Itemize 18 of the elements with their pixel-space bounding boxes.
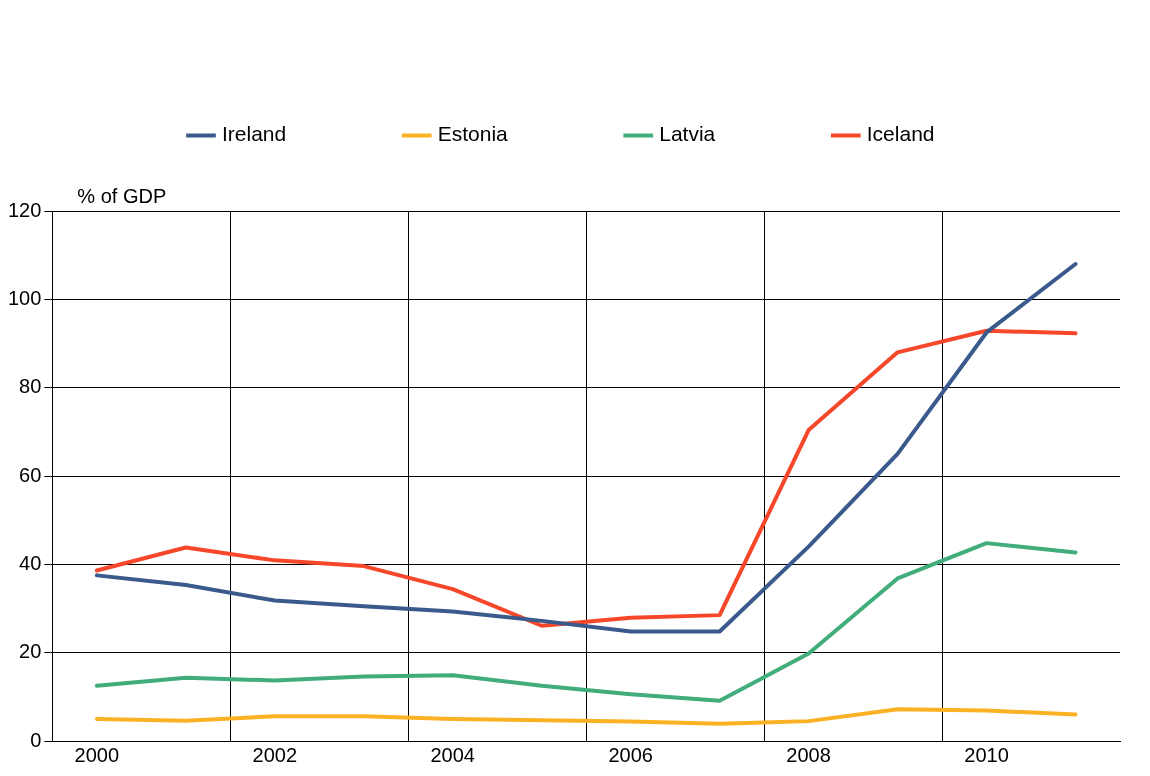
x-tick-label: 2006 [608,743,653,766]
y-axis-title: % of GDP [77,184,167,207]
y-tick-label: 120 [7,198,42,221]
y-tick-label: 0 [30,728,42,751]
y-tick-label: 100 [7,286,42,309]
x-tick-label: 2008 [786,743,831,766]
x-tick-label: 2000 [74,743,120,766]
legend-label: Estonia [437,122,509,146]
x-tick-label: 2004 [430,743,475,766]
legend-label: Iceland [866,122,935,146]
legend-label: Latvia [659,122,716,146]
legend-label: Ireland [222,122,287,146]
x-tick-label: 2010 [964,743,1009,766]
x-tick-label: 2002 [252,743,298,766]
y-tick-label: 60 [19,463,42,486]
y-tick-label: 40 [19,551,42,574]
y-tick-label: 80 [19,375,42,398]
y-tick-label: 20 [19,640,42,663]
